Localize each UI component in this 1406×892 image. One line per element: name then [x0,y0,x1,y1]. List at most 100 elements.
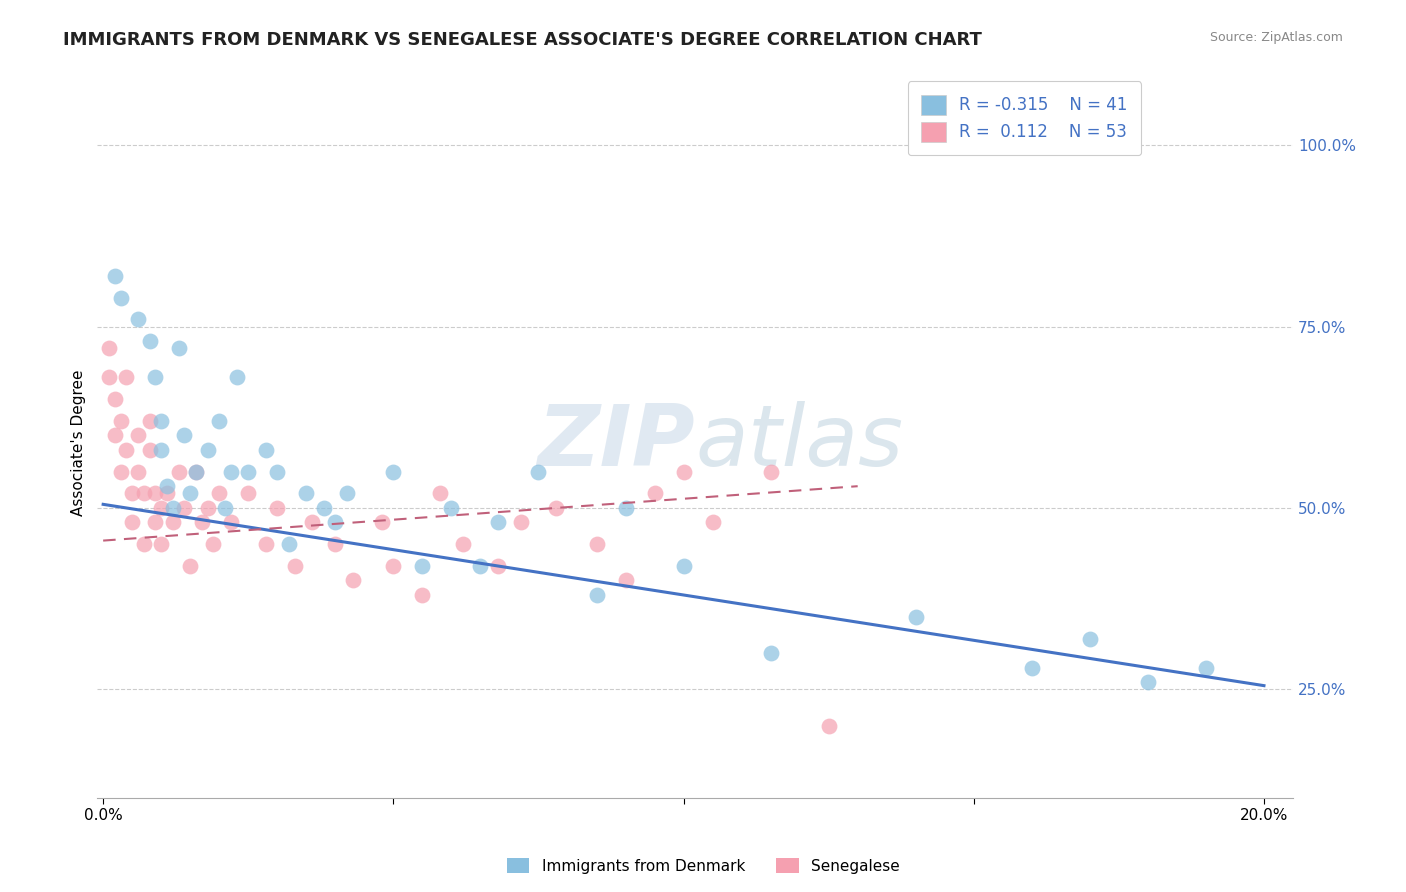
Point [219,516,242,530]
Point [585,537,607,551]
Point [110,291,132,305]
Point [121,516,143,530]
Point [672,465,695,479]
Point [312,500,335,515]
Point [470,559,492,574]
Point [197,500,219,515]
Point [371,516,394,530]
Point [486,516,509,530]
Point [150,414,173,428]
Legend: Immigrants from Denmark, Senegalese: Immigrants from Denmark, Senegalese [501,852,905,880]
Point [672,559,695,574]
Point [336,486,359,500]
Point [191,516,214,530]
Point [150,537,173,551]
Point [644,486,666,500]
Point [342,574,364,588]
Point [156,486,179,500]
Point [284,559,307,574]
Point [173,428,195,442]
Point [544,500,567,515]
Point [104,392,127,406]
Text: IMMIGRANTS FROM DENMARK VS SENEGALESE ASSOCIATE'S DEGREE CORRELATION CHART: IMMIGRANTS FROM DENMARK VS SENEGALESE AS… [63,31,983,49]
Point [1195,660,1218,674]
Point [510,516,533,530]
Point [295,486,318,500]
Point [138,442,160,457]
Point [219,465,242,479]
Point [156,479,179,493]
Point [1078,632,1101,646]
Point [904,609,927,624]
Point [585,588,607,602]
Point [759,465,782,479]
Point [614,500,637,515]
Point [150,500,173,515]
Legend: R = -0.315    N = 41, R =  0.112    N = 53: R = -0.315 N = 41, R = 0.112 N = 53 [908,81,1142,155]
Point [184,465,207,479]
Point [614,574,637,588]
Point [202,537,225,551]
Point [132,486,155,500]
Point [429,486,451,500]
Point [150,442,173,457]
Point [254,537,277,551]
Point [411,588,433,602]
Text: Source: ZipAtlas.com: Source: ZipAtlas.com [1209,31,1343,45]
Point [179,559,201,574]
Point [266,465,288,479]
Point [97,370,120,384]
Point [382,465,405,479]
Point [167,465,190,479]
Point [110,465,132,479]
Point [208,414,231,428]
Point [167,342,190,356]
Point [179,486,201,500]
Point [759,646,782,660]
Point [411,559,433,574]
Point [104,268,127,283]
Point [104,428,127,442]
Point [323,537,346,551]
Point [162,500,184,515]
Point [138,414,160,428]
Point [138,334,160,348]
Point [97,342,120,356]
Point [132,537,155,551]
Point [440,500,463,515]
Point [225,370,247,384]
Point [301,516,323,530]
Text: atlas: atlas [695,401,903,484]
Point [451,537,474,551]
Point [238,465,260,479]
Point [254,442,277,457]
Text: ZIP: ZIP [537,401,695,484]
Point [145,516,167,530]
Point [145,370,167,384]
Point [266,500,288,515]
Point [127,465,149,479]
Point [214,500,236,515]
Point [817,718,839,732]
Y-axis label: Associate's Degree: Associate's Degree [72,369,86,516]
Point [323,516,346,530]
Point [277,537,299,551]
Point [197,442,219,457]
Point [115,442,138,457]
Point [173,500,195,515]
Point [115,370,138,384]
Point [1136,675,1159,690]
Point [127,312,149,326]
Point [486,559,509,574]
Point [127,428,149,442]
Point [145,486,167,500]
Point [1021,660,1043,674]
Point [121,486,143,500]
Point [184,465,207,479]
Point [238,486,260,500]
Point [110,414,132,428]
Point [527,465,550,479]
Point [208,486,231,500]
Point [162,516,184,530]
Point [382,559,405,574]
